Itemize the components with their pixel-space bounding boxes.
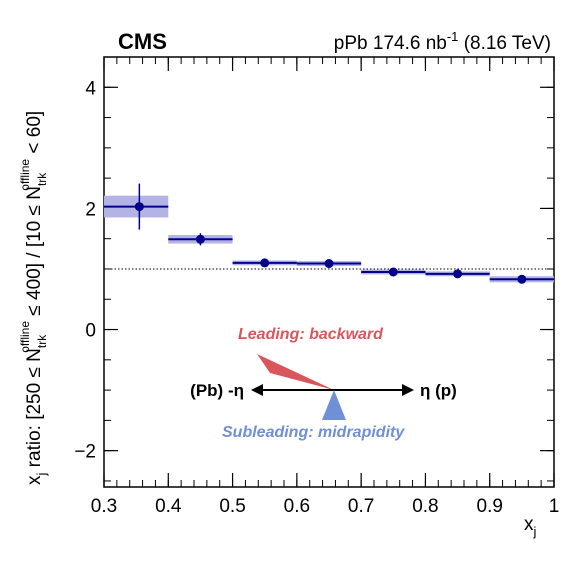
x-tick-label: 1 (549, 496, 560, 517)
data-point (195, 234, 205, 244)
x-tick-labels: 0.3 0.4 0.5 0.6 0.7 0.8 0.9 1 (91, 496, 560, 517)
y-tick-labels: −2 0 2 4 (74, 78, 96, 462)
eta-arrow-left (251, 384, 263, 396)
x-tick-label: 0.8 (412, 496, 438, 517)
y-tick-label: −2 (74, 442, 96, 463)
x-tick-label: 0.5 (219, 496, 245, 517)
leading-jet-wedge (257, 354, 334, 390)
data-point (453, 269, 463, 279)
backward-direction-label: (Pb) -η (190, 381, 244, 400)
eta-arrow-right (402, 384, 414, 396)
plot-frame (103, 56, 555, 488)
x-tick-label: 0.6 (284, 496, 310, 517)
data-point (388, 267, 398, 277)
experiment-label: CMS (118, 29, 167, 54)
leading-annotation: Leading: backward (238, 326, 384, 343)
x-axis-title: xj (524, 514, 537, 539)
axis-ticks (103, 56, 555, 487)
y-tick-label: 2 (85, 199, 96, 220)
data-point (324, 259, 334, 269)
x-tick-label: 0.3 (91, 496, 117, 517)
subleading-jet-wedge (322, 390, 346, 420)
data-point (260, 258, 270, 268)
luminosity-label: pPb 174.6 nb-1 (8.16 TeV) (334, 29, 551, 54)
y-axis-title: xj ratio: [250 ≤ Ntrkoffline ≤ 400] / [1… (18, 111, 49, 485)
data-point (134, 202, 144, 212)
data-point (517, 274, 527, 284)
forward-direction-label: η (p) (420, 381, 457, 400)
x-tick-label: 0.9 (477, 496, 503, 517)
y-tick-label: 4 (85, 78, 96, 99)
x-tick-label: 0.7 (348, 496, 374, 517)
x-tick-label: 0.4 (155, 496, 182, 517)
y-tick-label: 0 (85, 321, 96, 342)
data-markers (134, 202, 527, 284)
subleading-annotation: Subleading: midrapidity (222, 424, 405, 441)
